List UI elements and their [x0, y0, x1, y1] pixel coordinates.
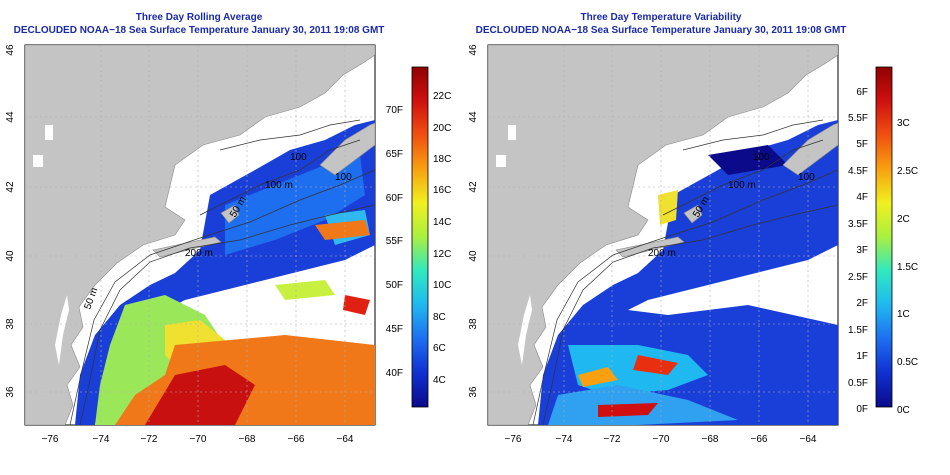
left-x-tick: −72	[141, 434, 158, 445]
right-cb-f-label: 5.5F	[848, 113, 868, 124]
left-cb-label: 20C	[433, 123, 451, 134]
right-y-tick: 38	[468, 318, 479, 330]
right-cb-f-label: 4F	[856, 192, 868, 203]
right-map-title-line1: Three Day Temperature Variability	[580, 12, 742, 23]
left-cb-label: 10C	[433, 280, 451, 291]
right-contour-label-200m: 200 m	[648, 248, 676, 259]
left-y-axis: 36 38 40 42 44 46	[5, 44, 16, 398]
left-cb-label: 4C	[433, 375, 446, 386]
right-x-tick: −66	[751, 434, 768, 445]
right-cb-f-label: 3F	[856, 245, 868, 256]
right-cb-label: 1C	[897, 309, 910, 320]
right-cb-label: 2.5C	[897, 166, 918, 177]
left-colorbar-right-labels: 22C 20C 18C 16C 14C 12C 10C 8C 6C 4C	[433, 91, 451, 386]
left-y-tick: 40	[5, 250, 16, 262]
right-x-tick: −72	[604, 434, 621, 445]
right-cb-f-label: 3.5F	[848, 219, 868, 230]
right-cb-f-label: 1.5F	[848, 325, 868, 336]
right-cb-label: 0C	[897, 405, 910, 416]
right-y-tick: 36	[468, 386, 479, 398]
left-cb-f-label: 45F	[386, 324, 403, 335]
left-x-axis: −76 −74 −72 −70 −68 −66 −64	[42, 434, 354, 445]
left-cb-label: 12C	[433, 249, 451, 260]
right-contour-label-100b: 100	[798, 172, 815, 183]
right-x-tick: −76	[505, 434, 522, 445]
left-cb-label: 14C	[433, 217, 451, 228]
left-cb-label: 18C	[433, 154, 451, 165]
right-cb-label: 0.5C	[897, 357, 918, 368]
right-x-tick: −70	[653, 434, 670, 445]
left-y-tick: 44	[5, 111, 16, 123]
right-cb-f-label: 0F	[856, 404, 868, 415]
left-map-title: Three Day Rolling Average DECLOUDED NOAA…	[0, 11, 398, 37]
left-cb-f-label: 55F	[386, 236, 403, 247]
left-y-tick: 42	[5, 181, 16, 193]
right-map-title: Three Day Temperature Variability DECLOU…	[462, 11, 860, 37]
right-y-axis: 36 38 40 42 44 46	[468, 44, 479, 398]
right-cb-f-label: 2F	[856, 298, 868, 309]
left-cb-label: 22C	[433, 91, 451, 102]
right-cb-f-label: 0.5F	[848, 378, 868, 389]
left-cb-f-label: 40F	[386, 368, 403, 379]
left-y-tick: 46	[5, 44, 16, 56]
right-x-tick: −68	[702, 434, 719, 445]
right-colorbar	[875, 66, 893, 408]
right-y-tick: 44	[468, 111, 479, 123]
left-x-tick: −64	[337, 434, 354, 445]
left-cb-label: 8C	[433, 312, 446, 323]
left-y-tick: 38	[5, 318, 16, 330]
left-cb-f-label: 70F	[386, 105, 403, 116]
left-x-tick: −74	[93, 434, 110, 445]
right-x-axis: −76 −74 −72 −70 −68 −66 −64	[505, 434, 817, 445]
right-cb-f-label: 4.5F	[848, 166, 868, 177]
right-colorbar-gradient	[875, 66, 893, 408]
left-colorbar	[411, 66, 429, 408]
right-contour-label-100a: 100	[753, 152, 770, 163]
right-contour-label-100m: 100 m	[728, 180, 756, 191]
right-cb-label: 3C	[897, 118, 910, 129]
left-y-tick: 36	[5, 386, 16, 398]
left-colorbar-gradient	[411, 66, 429, 408]
right-map-title-line2: DECLOUDED NOAA−18 Sea Surface Temperatur…	[475, 25, 847, 36]
left-map-title-line1: Three Day Rolling Average	[135, 12, 263, 23]
left-cb-label: 6C	[433, 343, 446, 354]
left-cb-label: 16C	[433, 185, 451, 196]
right-cb-label: 1.5C	[897, 262, 918, 273]
left-contour-label-100m: 100 m	[265, 180, 293, 191]
right-y-tick: 42	[468, 181, 479, 193]
right-cb-label: 2C	[897, 214, 910, 225]
left-map-field: 200 m 100 m 50 m 100 100 50 m	[25, 45, 375, 425]
left-map-title-line2: DECLOUDED NOAA−18 Sea Surface Temperatur…	[13, 25, 385, 36]
right-colorbar-left-labels: 6F 5.5F 5F 4.5F 4F 3.5F 3F 2.5F 2F 1.5F …	[848, 87, 868, 415]
right-y-tick: 40	[468, 250, 479, 262]
right-map-field: 200 m 100 m 50 m 100 100	[488, 45, 838, 425]
left-contour-label-200m: 200 m	[185, 248, 213, 259]
left-x-tick: −68	[239, 434, 256, 445]
left-x-tick: −66	[288, 434, 305, 445]
right-map-panel: 200 m 100 m 50 m 100 100 −76 −74 −72 −70…	[468, 44, 918, 445]
right-cb-f-label: 1F	[856, 351, 868, 362]
right-x-tick: −74	[556, 434, 573, 445]
right-cb-f-label: 6F	[856, 87, 868, 98]
right-cb-f-label: 2.5F	[848, 272, 868, 283]
left-cb-f-label: 60F	[386, 193, 403, 204]
left-x-tick: −76	[42, 434, 59, 445]
left-colorbar-left-labels: 70F 65F 60F 55F 50F 45F 40F	[386, 105, 403, 379]
left-cb-f-label: 50F	[386, 280, 403, 291]
left-contour-label-100a: 100	[290, 152, 307, 163]
left-map-panel: 200 m 100 m 50 m 100 100 50 m −76 −74 −7…	[5, 44, 451, 445]
right-cb-f-label: 5F	[856, 139, 868, 150]
right-x-tick: −64	[800, 434, 817, 445]
left-contour-label-100b: 100	[335, 172, 352, 183]
left-cb-f-label: 65F	[386, 149, 403, 160]
right-y-tick: 46	[468, 44, 479, 56]
left-x-tick: −70	[190, 434, 207, 445]
right-colorbar-right-labels: 3C 2.5C 2C 1.5C 1C 0.5C 0C	[897, 118, 918, 416]
